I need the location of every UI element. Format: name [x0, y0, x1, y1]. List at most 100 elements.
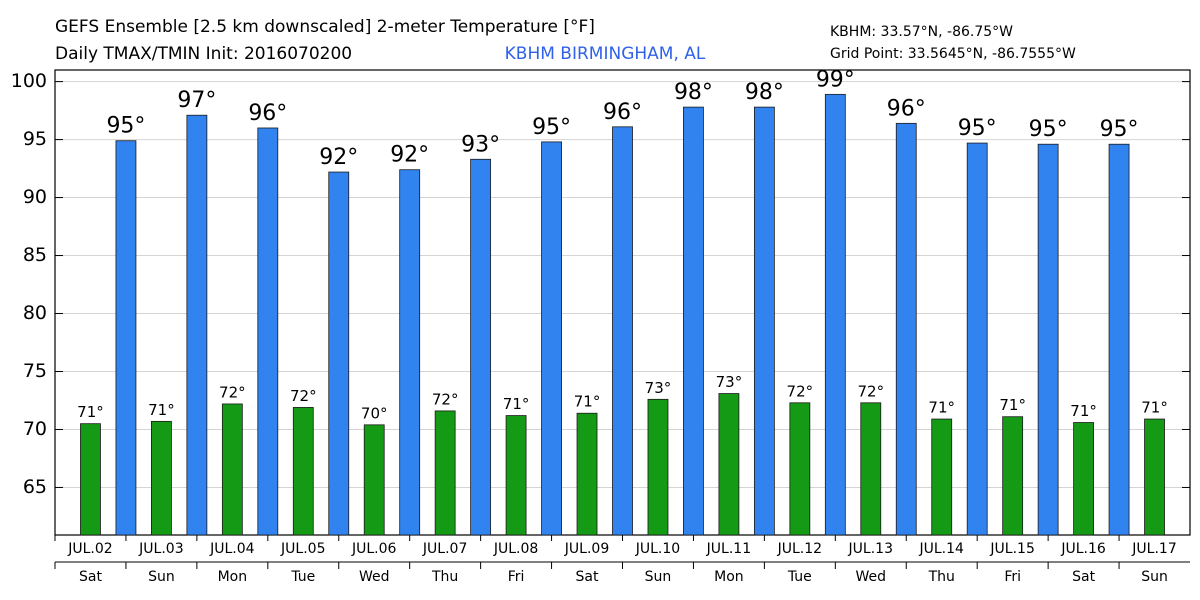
x-weekday-label: Thu	[928, 569, 955, 585]
bar	[505, 415, 527, 536]
data-label: 71°	[999, 396, 1026, 414]
x-weekday-label: Sun	[148, 569, 175, 585]
x-weekday-label: Sun	[1141, 569, 1168, 585]
data-label: 71°	[77, 403, 104, 421]
bar	[789, 402, 811, 536]
bar	[576, 412, 598, 536]
x-tick-label: JUL.16	[1060, 541, 1106, 557]
data-label: 72°	[787, 382, 814, 400]
bar	[931, 418, 953, 536]
data-label: 96°	[603, 100, 642, 125]
bar	[80, 423, 101, 536]
data-label: 95°	[1100, 117, 1139, 142]
data-label: 71°	[1070, 402, 1097, 420]
data-label: 95°	[1029, 117, 1068, 142]
x-weekday-label: Sat	[79, 569, 102, 585]
bar	[115, 140, 137, 536]
bar	[470, 158, 492, 536]
x-tick-label: JUL.14	[918, 541, 964, 557]
data-label: 95°	[958, 116, 997, 141]
x-weekday-label: Mon	[714, 569, 744, 585]
x-tick-label: JUL.11	[706, 541, 751, 557]
x-weekday-label: Thu	[431, 569, 458, 585]
data-label: 70°	[361, 404, 388, 422]
bar	[824, 93, 846, 536]
x-weekday-label: Tue	[290, 569, 315, 585]
x-tick-label: JUL.05	[280, 541, 325, 557]
data-label: 71°	[574, 393, 601, 411]
data-label: 92°	[319, 145, 358, 170]
bar	[753, 106, 775, 536]
data-label: 72°	[219, 383, 246, 401]
x-weekday-label: Sat	[576, 569, 599, 585]
y-tick-label: 65	[23, 476, 47, 498]
data-label: 95°	[106, 114, 145, 139]
data-label: 98°	[674, 80, 713, 105]
bar	[1144, 418, 1165, 536]
x-tick-label: JUL.17	[1131, 541, 1176, 557]
data-label: 71°	[503, 395, 530, 413]
location: KBHM BIRMINGHAM, AL	[505, 44, 706, 64]
x-tick-label: JUL.04	[209, 541, 255, 557]
bar	[328, 171, 350, 536]
x-weekday-label: Wed	[359, 569, 390, 585]
bar	[434, 410, 456, 536]
x-tick-label: JUL.13	[848, 541, 893, 557]
data-label: 71°	[1141, 399, 1168, 417]
bar	[860, 402, 882, 536]
x-tick-label: JUL.09	[564, 541, 609, 557]
data-label: 71°	[928, 399, 955, 417]
bar	[151, 420, 172, 536]
data-label: 96°	[248, 101, 287, 126]
data-label: 72°	[432, 390, 459, 408]
y-tick-label: 90	[23, 186, 47, 208]
data-label: 98°	[745, 80, 784, 105]
data-label: 92°	[390, 143, 429, 168]
bar	[895, 122, 917, 536]
x-weekday-label: Fri	[1004, 569, 1021, 585]
bar	[292, 407, 314, 536]
y-tick-label: 75	[23, 360, 47, 382]
bar	[363, 424, 385, 536]
bar	[683, 106, 704, 536]
data-label: 99°	[816, 67, 855, 92]
x-tick-label: JUL.15	[989, 541, 1034, 557]
grid-point: Grid Point: 33.5645°N, -86.7555°W	[830, 46, 1076, 62]
data-label: 95°	[532, 115, 571, 140]
x-weekday-label: Wed	[856, 569, 887, 585]
bar	[221, 403, 243, 536]
bar	[541, 141, 562, 536]
x-tick-label: JUL.03	[138, 541, 183, 557]
y-tick-label: 70	[23, 418, 47, 440]
data-label: 97°	[177, 88, 216, 113]
bar	[186, 114, 208, 536]
bar	[647, 398, 669, 536]
data-label: 93°	[461, 132, 500, 157]
x-tick-label: JUL.07	[422, 541, 467, 557]
y-tick-label: 100	[11, 70, 47, 92]
bar	[257, 127, 279, 536]
data-label: 71°	[148, 401, 175, 419]
bar	[718, 393, 740, 536]
data-label: 96°	[887, 96, 926, 121]
bar	[399, 169, 421, 536]
data-label: 72°	[290, 387, 317, 405]
x-tick-label: JUL.10	[635, 541, 680, 557]
x-weekday-label: Fri	[508, 569, 525, 585]
x-tick-label: JUL.02	[67, 541, 112, 557]
x-weekday-label: Mon	[218, 569, 248, 585]
x-tick-label: JUL.06	[351, 541, 397, 557]
chart-title: GEFS Ensemble [2.5 km downscaled] 2-mete…	[55, 17, 595, 37]
bar	[1108, 143, 1130, 536]
bar	[1073, 422, 1094, 536]
bar	[1037, 143, 1059, 536]
data-label: 73°	[716, 373, 743, 391]
data-label: 72°	[857, 382, 884, 400]
y-tick-label: 80	[23, 302, 47, 324]
y-tick-label: 95	[23, 128, 47, 150]
chart-subtitle: Daily TMAX/TMIN Init: 2016070200	[55, 44, 352, 64]
x-tick-label: JUL.12	[777, 541, 822, 557]
bar	[966, 142, 988, 536]
station: KBHM: 33.57°N, -86.75°W	[830, 24, 1013, 40]
